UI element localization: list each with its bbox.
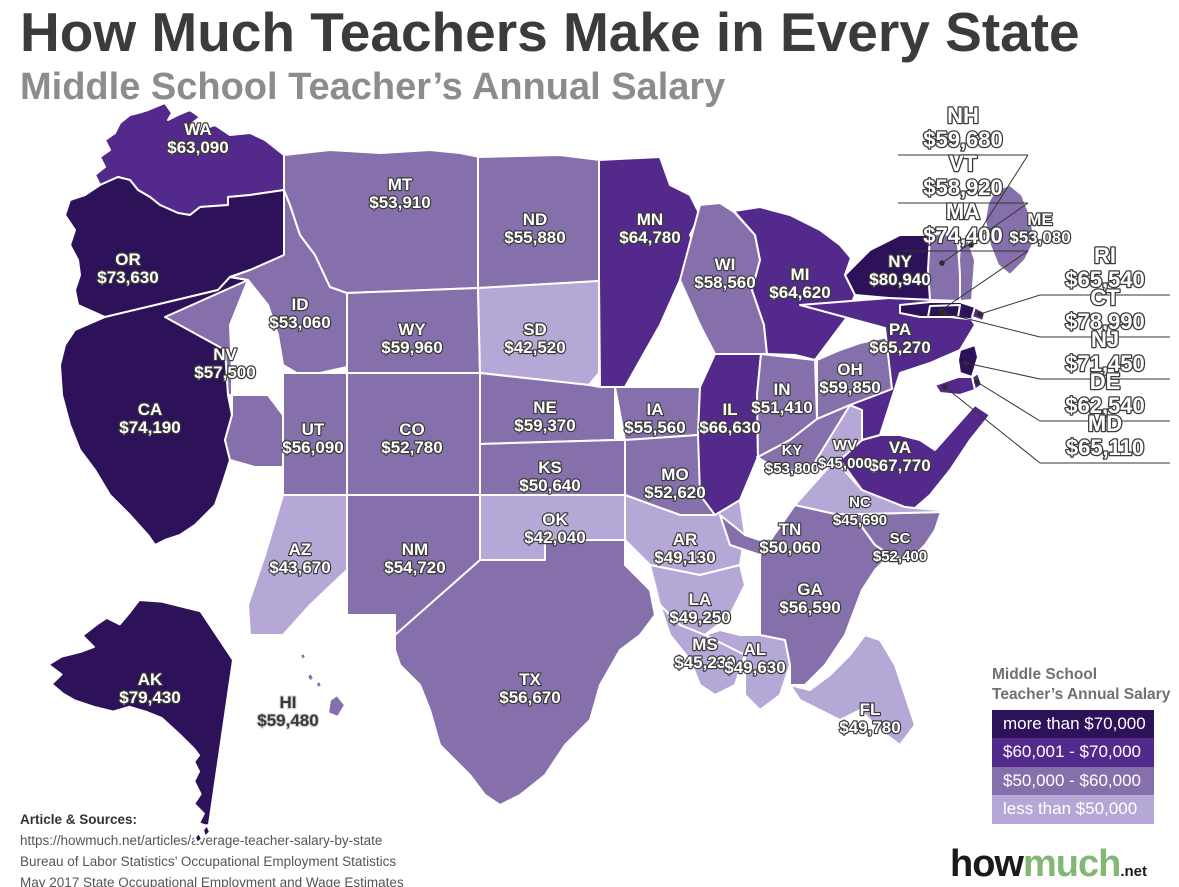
svg-text:TN: TN (779, 520, 802, 539)
svg-text:$43,670: $43,670 (269, 558, 330, 577)
svg-text:$65,270: $65,270 (869, 338, 930, 357)
svg-text:$80,940: $80,940 (869, 270, 930, 289)
svg-text:GA: GA (797, 580, 823, 599)
svg-text:NC: NC (849, 494, 871, 511)
svg-text:$65,110: $65,110 (1066, 435, 1144, 460)
svg-text:KY: KY (782, 442, 803, 459)
svg-text:MI: MI (791, 265, 810, 284)
svg-text:IL: IL (722, 400, 737, 419)
svg-text:DE: DE (1090, 369, 1121, 394)
svg-text:NH: NH (947, 103, 979, 128)
svg-text:FL: FL (860, 700, 881, 719)
svg-text:UT: UT (302, 420, 325, 439)
svg-text:VA: VA (889, 438, 911, 457)
svg-text:AR: AR (673, 530, 698, 549)
svg-text:KS: KS (538, 458, 562, 477)
svg-text:IA: IA (647, 400, 664, 419)
svg-text:$49,130: $49,130 (654, 548, 715, 567)
svg-text:SD: SD (523, 320, 547, 339)
svg-text:NE: NE (533, 398, 557, 417)
svg-text:OR: OR (115, 250, 141, 269)
svg-text:$45,000: $45,000 (818, 455, 872, 472)
svg-text:RI: RI (1094, 243, 1116, 268)
svg-text:$52,780: $52,780 (381, 438, 442, 457)
svg-text:NV: NV (213, 345, 237, 364)
svg-text:AL: AL (744, 640, 767, 659)
svg-text:NM: NM (402, 540, 428, 559)
svg-text:$49,630: $49,630 (724, 658, 785, 677)
svg-text:$56,590: $56,590 (779, 598, 840, 617)
svg-text:WI: WI (715, 255, 736, 274)
svg-text:$58,920: $58,920 (923, 175, 1003, 200)
svg-text:$63,090: $63,090 (167, 138, 228, 157)
svg-text:$53,800: $53,800 (765, 460, 819, 477)
svg-text:PA: PA (889, 320, 911, 339)
svg-text:$52,400: $52,400 (873, 548, 927, 565)
svg-text:ND: ND (523, 210, 548, 229)
svg-text:SC: SC (890, 530, 911, 547)
svg-text:$56,090: $56,090 (282, 438, 343, 457)
svg-text:MO: MO (661, 465, 688, 484)
svg-text:NJ: NJ (1091, 327, 1119, 352)
svg-text:$67,770: $67,770 (869, 456, 930, 475)
svg-text:$73,630: $73,630 (97, 268, 158, 287)
svg-text:OK: OK (542, 510, 568, 529)
svg-text:IN: IN (774, 380, 791, 399)
svg-text:CO: CO (399, 420, 425, 439)
svg-text:MA: MA (946, 199, 980, 224)
svg-text:MS: MS (692, 635, 718, 654)
svg-text:$74,400: $74,400 (923, 223, 1003, 248)
svg-text:$53,910: $53,910 (369, 193, 430, 212)
svg-text:$42,040: $42,040 (524, 528, 585, 547)
svg-text:OH: OH (837, 360, 863, 379)
svg-text:WA: WA (184, 120, 211, 139)
svg-text:NY: NY (888, 252, 912, 271)
svg-text:$64,620: $64,620 (769, 283, 830, 302)
svg-text:$49,250: $49,250 (669, 608, 730, 627)
svg-text:$53,060: $53,060 (269, 313, 330, 332)
svg-text:$66,630: $66,630 (699, 418, 760, 437)
svg-text:$58,560: $58,560 (694, 273, 755, 292)
svg-text:$45,690: $45,690 (833, 512, 887, 529)
svg-text:$59,960: $59,960 (381, 338, 442, 357)
svg-text:$59,850: $59,850 (819, 378, 880, 397)
svg-text:$50,060: $50,060 (759, 538, 820, 557)
svg-text:$42,520: $42,520 (504, 338, 565, 357)
svg-text:$59,680: $59,680 (923, 127, 1003, 152)
svg-text:ID: ID (292, 295, 309, 314)
svg-text:CA: CA (138, 400, 163, 419)
svg-text:MN: MN (637, 210, 663, 229)
svg-text:HI: HI (280, 693, 297, 712)
svg-text:$53,080: $53,080 (1009, 228, 1070, 247)
svg-text:WV: WV (833, 437, 857, 454)
svg-text:$56,670: $56,670 (499, 688, 560, 707)
svg-text:$50,640: $50,640 (519, 476, 580, 495)
svg-text:$55,880: $55,880 (504, 228, 565, 247)
svg-text:VT: VT (949, 151, 978, 176)
svg-text:AZ: AZ (289, 540, 312, 559)
svg-text:$64,780: $64,780 (619, 228, 680, 247)
svg-text:$57,500: $57,500 (194, 363, 255, 382)
svg-text:TX: TX (519, 670, 541, 689)
svg-text:LA: LA (689, 590, 712, 609)
svg-text:$49,780: $49,780 (839, 718, 900, 737)
svg-text:AK: AK (138, 670, 163, 689)
svg-text:$74,190: $74,190 (119, 418, 180, 437)
svg-text:ME: ME (1027, 210, 1053, 229)
svg-text:$55,560: $55,560 (624, 418, 685, 437)
svg-text:$79,430: $79,430 (119, 688, 180, 707)
svg-text:$52,620: $52,620 (644, 483, 705, 502)
svg-text:$59,370: $59,370 (514, 416, 575, 435)
svg-text:$54,720: $54,720 (384, 558, 445, 577)
svg-text:$59,480: $59,480 (257, 711, 318, 730)
svg-text:WY: WY (398, 320, 426, 339)
svg-text:MD: MD (1088, 411, 1122, 436)
svg-text:CT: CT (1090, 285, 1120, 310)
svg-text:$51,410: $51,410 (751, 398, 812, 417)
svg-text:MT: MT (388, 175, 413, 194)
